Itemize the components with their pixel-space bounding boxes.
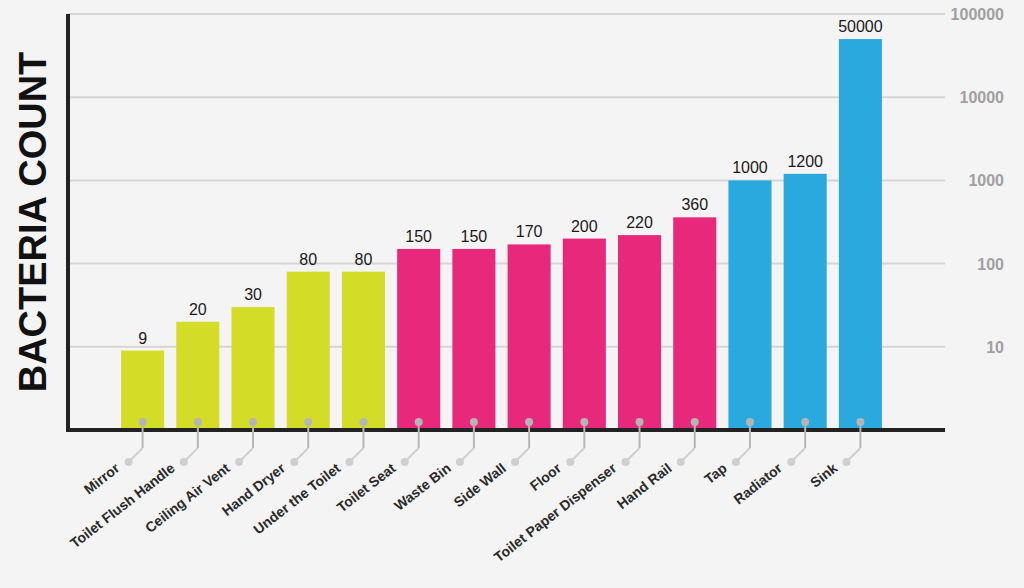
bar: [176, 322, 219, 430]
connector-dot: [677, 458, 685, 466]
grid-line: [68, 96, 945, 98]
connector-dot: [580, 418, 588, 426]
connector-dot: [249, 418, 257, 426]
x-tick-label: Sink: [807, 460, 840, 491]
x-tick-label: Toilet Flush Handle: [67, 460, 178, 552]
data-label: 20: [189, 301, 207, 318]
bar: [618, 235, 661, 430]
bar: [121, 351, 164, 430]
connector-dot: [636, 418, 644, 426]
y-axis-title: BACTERIA COUNT: [12, 52, 54, 393]
connector-dot: [801, 418, 809, 426]
chart: 10 100 1000 10000 100000 9 20 30 80 80 150 150 170 20…: [0, 0, 1024, 588]
bar: [287, 272, 330, 430]
connector-dot: [511, 458, 519, 466]
x-tick-label: Hand Rail: [614, 460, 675, 512]
x-tick-label: Toilet Paper Dispenser: [491, 459, 620, 565]
connector-dot: [125, 458, 133, 466]
grid-line: [68, 13, 945, 15]
bar: [563, 239, 606, 430]
data-label: 1000: [732, 159, 768, 176]
connector-dot: [456, 458, 464, 466]
connector-dot: [732, 458, 740, 466]
bar: [342, 272, 385, 430]
connector-dot: [470, 418, 478, 426]
data-label: 30: [244, 286, 262, 303]
data-label: 150: [405, 228, 432, 245]
bar: [232, 307, 275, 430]
bar: [508, 244, 551, 430]
connector-dot: [235, 458, 243, 466]
y-axis-line: [66, 14, 70, 432]
bar: [397, 249, 440, 430]
data-label: 80: [355, 251, 373, 268]
connector-dot: [691, 418, 699, 426]
connector-dot: [842, 458, 850, 466]
connector-dot: [787, 458, 795, 466]
y-tick-label: 10000: [960, 89, 1005, 106]
x-tick-label: Side Wall: [450, 460, 508, 511]
y-tick-label: 1000: [968, 172, 1004, 189]
data-label: 360: [681, 196, 708, 213]
connector-dot: [359, 418, 367, 426]
connector-dot: [139, 418, 147, 426]
connector-dot: [304, 418, 312, 426]
connector-dot: [566, 458, 574, 466]
bar: [784, 174, 827, 430]
connector-dot: [746, 418, 754, 426]
connector-dot: [856, 418, 864, 426]
x-tick-label: Radiator: [730, 459, 785, 507]
bars: [121, 39, 882, 430]
data-label: 150: [461, 228, 488, 245]
data-label: 200: [571, 218, 598, 235]
x-tick-label: Tap: [701, 460, 730, 487]
bar: [452, 249, 495, 430]
bar: [673, 217, 716, 430]
data-label: 1200: [787, 153, 823, 170]
data-label: 220: [626, 214, 653, 231]
connector-dot: [290, 458, 298, 466]
x-tick-label: Ceiling Air Vent: [142, 460, 233, 536]
y-tick-label: 100000: [951, 6, 1004, 23]
bar: [728, 180, 771, 430]
x-tick-label: Under the Toilet: [250, 460, 343, 538]
x-tick-label: Waste Bin: [391, 460, 454, 514]
data-label: 50000: [838, 18, 883, 35]
connector-dot: [415, 418, 423, 426]
data-label: 9: [138, 330, 147, 347]
connector-dot: [194, 418, 202, 426]
connector-dot: [345, 458, 353, 466]
connector-dot: [180, 458, 188, 466]
bar: [839, 39, 882, 430]
connector-dot: [401, 458, 409, 466]
x-tick-label: Toilet Seat: [334, 460, 399, 516]
x-tick-label: Mirror: [81, 459, 123, 497]
y-tick-label: 10: [986, 339, 1004, 356]
x-tick-label: Floor: [527, 459, 565, 493]
connector-dot: [525, 418, 533, 426]
connector-dot: [622, 458, 630, 466]
data-label: 80: [299, 251, 317, 268]
y-tick-label: 100: [977, 256, 1004, 273]
data-label: 170: [516, 223, 543, 240]
